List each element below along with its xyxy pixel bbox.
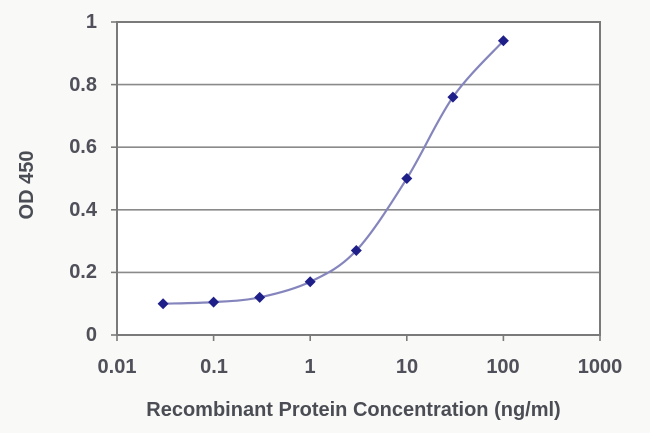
plot-background <box>117 22 600 335</box>
y-tick-label: 0.8 <box>69 74 97 96</box>
data-point-marker <box>497 35 509 47</box>
data-point-marker <box>157 298 169 310</box>
y-tick-label: 0.6 <box>69 136 97 158</box>
data-point-marker <box>401 173 413 184</box>
y-tick-label: 1 <box>85 11 97 33</box>
x-tick-label: 0.1 <box>200 356 228 378</box>
x-tick-label: 0.01 <box>97 356 137 378</box>
x-axis-title: Recombinant Protein Concentration (ng/ml… <box>146 399 561 421</box>
x-tick-label: 10 <box>395 356 419 378</box>
data-point-marker <box>304 276 316 288</box>
data-point-marker <box>350 245 362 256</box>
data-point-marker <box>447 91 459 103</box>
y-tick-label: 0.4 <box>69 199 97 221</box>
data-point-marker <box>254 291 266 303</box>
x-tick-label: 1000 <box>577 356 623 378</box>
x-tick-label: 1 <box>304 356 316 378</box>
series-line <box>163 40 505 305</box>
y-axis-title: OD 450 <box>16 150 38 220</box>
y-tick-label: 0.2 <box>69 261 97 283</box>
plot-border <box>116 21 601 336</box>
y-tick-label: 0 <box>85 324 97 346</box>
x-tick-label: 100 <box>486 356 520 378</box>
data-point-marker <box>208 296 220 308</box>
